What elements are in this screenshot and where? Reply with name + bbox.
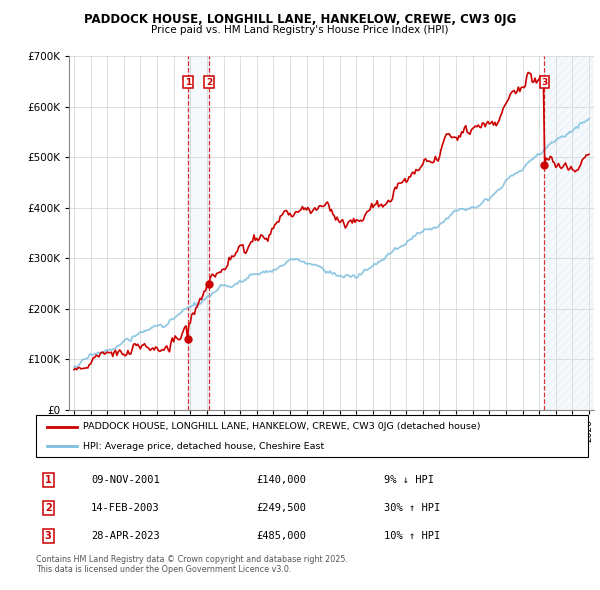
Text: 9% ↓ HPI: 9% ↓ HPI — [384, 475, 434, 485]
Text: 14-FEB-2003: 14-FEB-2003 — [91, 503, 160, 513]
Text: £140,000: £140,000 — [257, 475, 307, 485]
Bar — [544, 56, 600, 410]
Text: £249,500: £249,500 — [257, 503, 307, 513]
Text: PADDOCK HOUSE, LONGHILL LANE, HANKELOW, CREWE, CW3 0JG: PADDOCK HOUSE, LONGHILL LANE, HANKELOW, … — [84, 13, 516, 26]
Text: Contains HM Land Registry data © Crown copyright and database right 2025.
This d: Contains HM Land Registry data © Crown c… — [36, 555, 348, 574]
FancyBboxPatch shape — [36, 415, 588, 457]
Text: 2: 2 — [45, 503, 52, 513]
Text: 09-NOV-2001: 09-NOV-2001 — [91, 475, 160, 485]
Text: Price paid vs. HM Land Registry's House Price Index (HPI): Price paid vs. HM Land Registry's House … — [151, 25, 449, 35]
Text: 3: 3 — [45, 531, 52, 541]
Text: 28-APR-2023: 28-APR-2023 — [91, 531, 160, 541]
Text: 30% ↑ HPI: 30% ↑ HPI — [384, 503, 440, 513]
Text: 1: 1 — [45, 475, 52, 485]
Text: 2: 2 — [206, 78, 212, 87]
Text: 3: 3 — [541, 78, 548, 87]
Bar — [188, 56, 209, 410]
Text: £485,000: £485,000 — [257, 531, 307, 541]
Text: 1: 1 — [185, 78, 191, 87]
Text: 10% ↑ HPI: 10% ↑ HPI — [384, 531, 440, 541]
Text: PADDOCK HOUSE, LONGHILL LANE, HANKELOW, CREWE, CW3 0JG (detached house): PADDOCK HOUSE, LONGHILL LANE, HANKELOW, … — [83, 422, 481, 431]
Text: HPI: Average price, detached house, Cheshire East: HPI: Average price, detached house, Ches… — [83, 442, 324, 451]
